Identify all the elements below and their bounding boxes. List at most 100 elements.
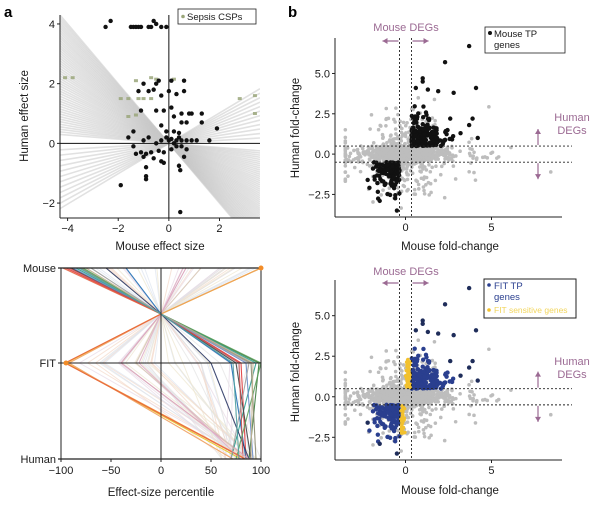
- tp-point: [377, 162, 382, 168]
- gene-point: [343, 139, 348, 143]
- series-line: [68, 267, 244, 460]
- gene-point: [343, 164, 348, 168]
- row-label: FIT: [40, 358, 57, 370]
- x-tick-label: 2: [216, 223, 222, 235]
- data-point: [148, 150, 154, 155]
- csp-point: [126, 115, 131, 118]
- legend-marker-fit-sensitive: [487, 308, 491, 312]
- tp-outlier-point: [448, 358, 453, 364]
- data-point: [174, 91, 179, 97]
- gene-point: [427, 405, 431, 410]
- tp-outlier-point: [448, 116, 453, 121]
- gene-point: [435, 153, 439, 158]
- tp-point: [367, 185, 372, 190]
- data-point: [154, 21, 159, 27]
- csp-point: [252, 112, 257, 116]
- tp-point: [425, 358, 431, 364]
- tp-point: [423, 137, 429, 143]
- gene-point: [352, 408, 357, 413]
- fit-sensitive-point: [406, 357, 410, 362]
- gene-point: [467, 140, 471, 145]
- gene-point: [396, 186, 400, 190]
- data-point: [159, 93, 164, 98]
- axes: 0 5 −2.5 0.0 2.5 5.0: [308, 38, 572, 234]
- gene-point: [385, 140, 389, 145]
- csp-point: [141, 97, 146, 101]
- gene-point: [396, 428, 400, 433]
- tp-point: [434, 140, 440, 145]
- gene-point: [418, 155, 423, 159]
- gene-point: [449, 156, 454, 160]
- gene-point: [405, 189, 409, 193]
- gene-point: [405, 403, 409, 408]
- csp-point: [149, 76, 154, 80]
- gene-point: [402, 166, 407, 171]
- gene-point: [377, 396, 382, 401]
- data-point: [154, 108, 159, 113]
- gene-point: [435, 146, 440, 151]
- gene-point: [406, 395, 410, 400]
- x-axis-title: Mouse fold-change: [401, 485, 499, 497]
- tp-point: [377, 405, 382, 410]
- gene-point: [416, 425, 421, 430]
- data-point: [118, 182, 123, 188]
- data-point: [159, 138, 164, 143]
- gene-point: [393, 127, 398, 131]
- gene-point: [424, 168, 429, 172]
- gene-point: [405, 149, 410, 153]
- data-point: [169, 78, 174, 83]
- gene-point: [419, 412, 423, 417]
- series-line: [78, 267, 240, 460]
- tp-point: [431, 131, 436, 137]
- gene-point: [447, 400, 451, 405]
- gene-point: [400, 376, 404, 381]
- fit-sensitive-point: [406, 381, 410, 385]
- gene-point: [469, 379, 474, 384]
- gene-point: [422, 417, 427, 422]
- tp-point: [426, 368, 432, 374]
- data-point: [199, 111, 204, 116]
- gene-point: [343, 151, 348, 155]
- gene-point: [404, 131, 408, 135]
- tp-point: [390, 407, 395, 412]
- tp-point: [419, 142, 425, 148]
- gene-point: [393, 385, 397, 390]
- gene-point: [406, 173, 411, 177]
- data-point: [103, 24, 108, 30]
- gene-point: [384, 117, 388, 122]
- gene-point: [412, 394, 417, 399]
- gene-point: [396, 355, 400, 359]
- data-point: [214, 126, 220, 131]
- series-line: [72, 267, 254, 460]
- csp-point: [63, 76, 68, 80]
- gene-point: [384, 349, 389, 353]
- gene-point: [396, 112, 400, 117]
- gene-point: [394, 136, 399, 141]
- gene-point: [382, 392, 387, 397]
- gene-point: [388, 376, 393, 381]
- background-line: [160, 267, 250, 460]
- x-tick-label: −100: [49, 465, 74, 477]
- gene-point: [343, 178, 348, 183]
- gene-point: [346, 417, 350, 421]
- tp-point: [378, 176, 383, 182]
- gene-point: [343, 397, 348, 401]
- gene-point: [343, 381, 348, 386]
- gene-point: [394, 106, 398, 110]
- tp-point: [423, 380, 429, 385]
- gene-point: [495, 156, 499, 160]
- tp-outlier-point: [413, 85, 419, 91]
- csp-point: [149, 97, 154, 101]
- data-point: [138, 150, 144, 155]
- data-point: [108, 18, 113, 24]
- gene-point: [387, 381, 392, 386]
- gene-point: [343, 394, 348, 398]
- gene-point: [458, 392, 462, 396]
- gene-point: [473, 178, 478, 182]
- y-axis-title: Human effect size: [19, 70, 31, 162]
- gene-point: [429, 190, 433, 195]
- data-point: [176, 130, 182, 136]
- gene-point: [468, 396, 473, 401]
- gene-point: [423, 152, 428, 157]
- data-point: [199, 120, 204, 125]
